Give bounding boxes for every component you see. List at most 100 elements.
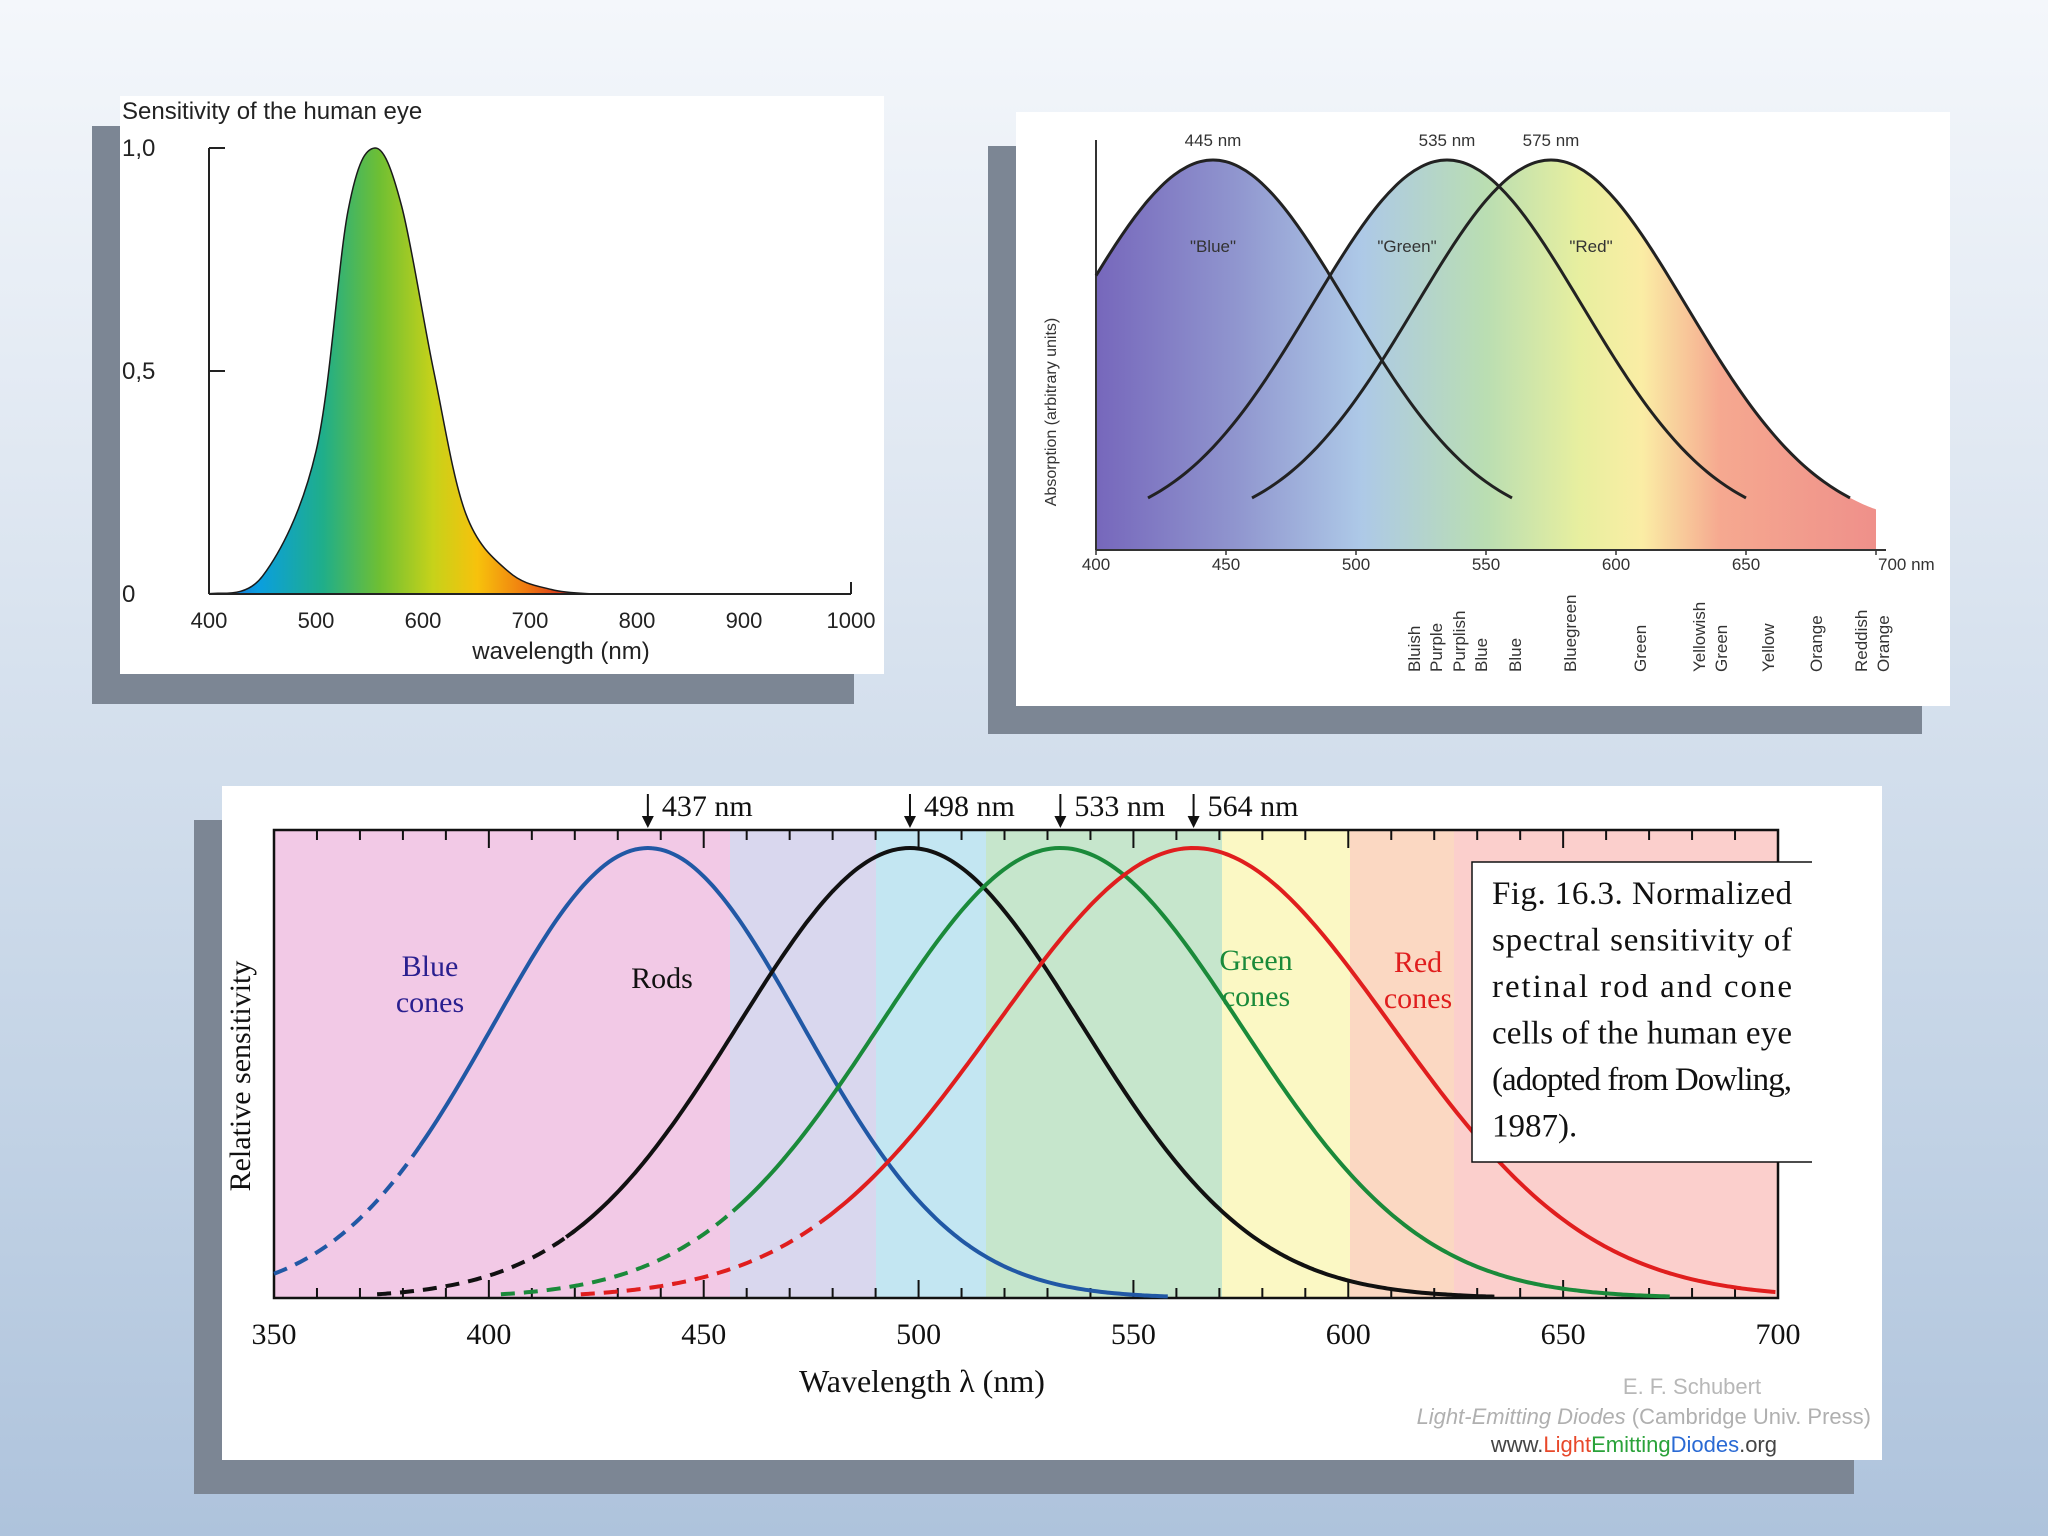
color-band-word: Yellow [1759,623,1778,672]
rod-cone-x-label: Wavelength λ (nm) [799,1363,1045,1399]
absorption-y-label: Absorption (arbitrary units) [1043,318,1060,507]
caption-line: retinal rod and cone [1492,969,1792,1005]
sensitivity-curve-dashed [580,1219,823,1297]
color-band-word: Red [1949,641,1950,672]
eye-x-tick-label: 700 [512,608,549,633]
absorption-x-tick-label: 700 nm [1878,555,1935,574]
series-label: Blue [402,950,459,983]
sensitivity-curve-dashed [273,1144,422,1276]
caption-line: cells of the human eye [1492,1016,1792,1052]
x-tick-label: 400 [466,1318,511,1351]
color-band-word: Green [1631,625,1650,672]
sensitivity-curve-dashed [376,1229,576,1297]
caption-line: spectral sensitivity of [1492,923,1792,959]
url-suffix: .org [1739,1432,1777,1457]
cone-absorption-svg: 445 nm 535 nm 575 nm "Blue" "Green" "Red" 40… [1043,131,1950,672]
series-label: cones [1384,982,1452,1015]
color-band-label: Bluegreen [1561,594,1580,672]
url-light: Light [1543,1432,1591,1457]
series-label: cones [396,986,464,1019]
eye-x-tick-label: 900 [726,608,763,633]
peak-arrow-head [1054,816,1067,828]
cone-series-label: "Green" [1377,237,1436,256]
color-band-label: Yellow [1759,623,1778,672]
cone-series-label: "Red" [1569,237,1612,256]
peak-label: 498 nm [924,790,1015,823]
cone-absorption-curve [1147,158,1747,500]
x-tick-label: 500 [896,1318,941,1351]
color-band-word: Reddish [1852,610,1871,672]
x-tick-label: 700 [1756,1318,1801,1351]
eye-sensitivity-area [208,147,616,596]
caption-box [1472,862,1812,1162]
color-band-word: Blue [1472,638,1491,672]
sensitivity-curve [418,845,1168,1299]
color-band-label: Green [1631,625,1650,672]
color-band-label: Red [1949,641,1950,672]
x-tick-label: 350 [252,1318,297,1351]
caption-line: (adopted from Dowling, [1492,1062,1792,1098]
color-band-label: Orange [1807,615,1826,672]
credit-book: Light-Emitting Diodes (Cambridge Univ. P… [1417,1404,1871,1429]
eye-y-tick-label: 1,0 [122,135,155,162]
color-band-word: Green [1712,625,1731,672]
eye-x-tick-label: 500 [298,608,335,633]
band-green [986,830,1222,1298]
absorption-x-tick-label: 450 [1212,555,1240,574]
absorption-x-tick-label: 500 [1342,555,1370,574]
eye-x-tick-label: 400 [191,608,228,633]
absorption-x-tick-label: 400 [1082,555,1110,574]
band-yellow [1222,830,1350,1298]
caption-box-border [1471,861,1812,1163]
peak-label: 437 nm [662,790,753,823]
spectrum-fill [1096,160,1876,550]
eye-x-tick-label: 800 [619,608,656,633]
url-emitting: Emitting [1591,1432,1670,1457]
color-band-word: Orange [1874,615,1893,672]
peak-arrow-head [1187,816,1200,828]
cone-peak-label: 445 nm [1185,131,1242,150]
color-band-word: Yellowish [1690,602,1709,672]
caption-line: 1987). [1492,1109,1577,1145]
caption-line: Fig. 16.3. Normalized [1492,876,1793,912]
rod-cone-svg: 437 nm 498 nm 533 nm 564 nm BlueconesRodsGr… [224,790,1871,1457]
sensitivity-curve [564,845,1495,1299]
cone-series-label: "Blue" [1190,237,1236,256]
color-band-word: Orange [1807,615,1826,672]
color-band-word: Bluish [1405,626,1424,672]
color-band-label: Purplish Blue [1450,611,1491,672]
color-band-word: Purplish [1450,611,1469,672]
peak-label: 564 nm [1208,790,1299,823]
credit-book-title: Light-Emitting Diodes [1417,1404,1626,1429]
eye-x-tick-label: 1000 [827,608,876,633]
credit-url[interactable]: www.LightEmittingDiodes.org [1490,1432,1777,1457]
rod-cone-y-label: Relative sensitivity [224,961,257,1192]
color-band-label: Yellowish Green [1690,602,1731,672]
credit-publisher: (Cambridge Univ. Press) [1626,1404,1871,1429]
series-label: Green [1219,944,1292,977]
x-tick-label: 650 [1541,1318,1586,1351]
series-label: Red [1394,946,1442,979]
absorption-x-tick-label: 650 [1732,555,1760,574]
url-prefix: www. [1490,1432,1544,1457]
chart-cone-absorption: 445 nm 535 nm 575 nm "Blue" "Green" "Red" 40… [1016,112,1950,706]
sensitivity-curve [731,845,1670,1299]
band-orange [1350,830,1454,1298]
sensitivity-curve [820,845,1776,1295]
cone-absorption-curve [1094,158,1513,500]
figure-caption: Fig. 16.3. Normalized spectral sensitivit… [1492,876,1793,1145]
x-tick-label: 450 [681,1318,726,1351]
cone-peak-label: 535 nm [1419,131,1476,150]
eye-x-axis-label: wavelength (nm) [471,638,649,665]
credit-author: E. F. Schubert [1623,1374,1761,1399]
color-band-word: Purple [1427,623,1446,672]
eye-chart-title: Sensitivity of the human eye [122,98,422,125]
peak-arrow-head [903,816,916,828]
chart-eye-sensitivity: Sensitivity of the human eye 0 0,5 1,0 400… [120,96,884,674]
color-band-label: Reddish Orange [1852,610,1893,672]
series-label: Rods [631,962,693,995]
eye-y-tick-label: 0 [122,581,135,608]
x-tick-label: 550 [1111,1318,1156,1351]
color-band-label: Blue [1506,638,1525,672]
cone-absorption-curve [1251,158,1851,500]
